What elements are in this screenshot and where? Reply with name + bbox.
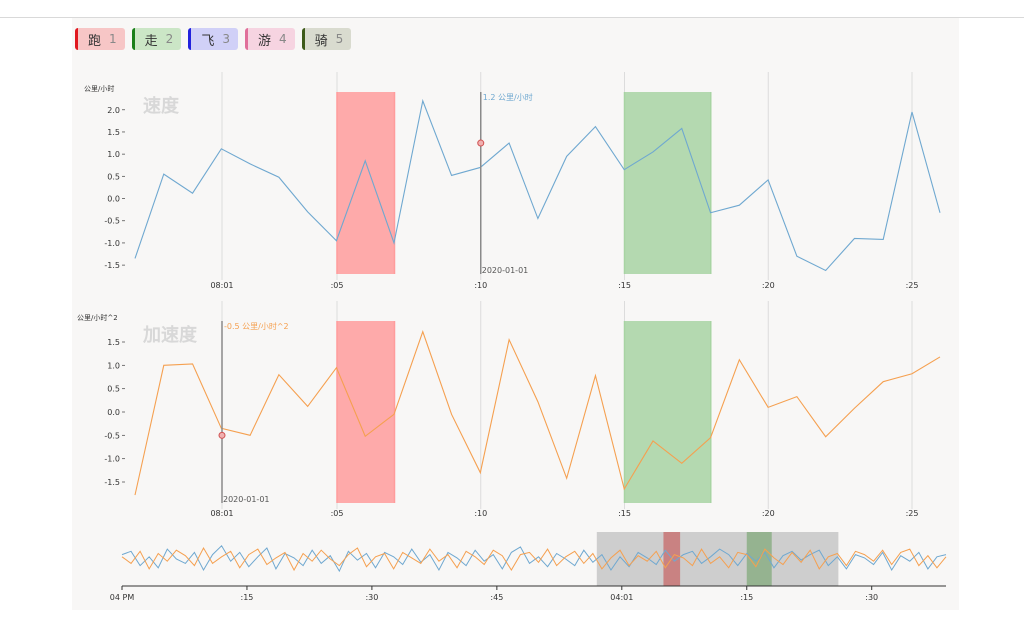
y-tick-label: 0.0 (107, 408, 120, 417)
x-tick-label: :10 (474, 281, 487, 290)
x-tick-label: :05 (331, 509, 344, 518)
x-tick-label: 08:01 (210, 281, 233, 290)
y-tick-label: -1.5 (104, 261, 120, 270)
chart-title: 加速度 (142, 324, 198, 346)
x-tick-label: :25 (906, 281, 919, 290)
highlight-band (624, 92, 711, 274)
y-tick-label: 2.0 (107, 106, 120, 115)
overview-x-tick-label: :15 (740, 593, 753, 602)
y-tick-label: 1.0 (107, 150, 120, 159)
cursor-point (218, 431, 226, 439)
x-tick-label: :25 (906, 509, 919, 518)
legend-label: 飞 (201, 33, 215, 49)
y-tick-label: 0.5 (107, 385, 120, 394)
y-tick-label: 1.0 (107, 361, 120, 370)
y-tick-label: 0.5 (107, 172, 120, 181)
cursor-value-label: -0.5 公里/小时^2 (224, 321, 289, 331)
series-line (134, 330, 941, 496)
chart-panel (72, 18, 959, 610)
x-tick-label: :10 (474, 509, 487, 518)
highlight-band (337, 321, 395, 503)
overview-x-tick-label: 04 PM (110, 593, 135, 602)
cursor-value-label: 1.2 公里/小时 (483, 92, 533, 102)
legend-number: 2 (165, 32, 174, 46)
cursor-point (477, 139, 485, 147)
legend-label: 跑 (88, 33, 102, 49)
y-tick-label: -1.5 (104, 478, 120, 487)
legend-label: 走 (144, 33, 158, 49)
cursor-date-label: 2020-01-01 (482, 266, 529, 275)
legend-item-ride[interactable]: 骑 5 (301, 28, 352, 50)
overview-x-tick-label: :15 (241, 593, 254, 602)
x-tick-label: :15 (618, 509, 631, 518)
y-tick-label: -0.5 (104, 431, 120, 440)
overview-x-tick-label: 04:01 (610, 593, 633, 602)
highlight-band (337, 92, 395, 274)
y-tick-label: -0.5 (104, 217, 120, 226)
x-tick-label: :15 (618, 281, 631, 290)
highlight-band (624, 321, 711, 503)
legend-number: 4 (278, 32, 287, 46)
x-tick-label: :20 (762, 281, 775, 290)
y-tick-label: -1.0 (104, 455, 120, 464)
y-tick-label: -1.0 (104, 239, 120, 248)
overview-series-line (121, 546, 947, 572)
legend-label: 骑 (314, 33, 328, 49)
y-axis-label: 公里/小时 (84, 84, 114, 93)
top-divider (0, 17, 1024, 18)
overview-x-tick-label: :45 (490, 593, 503, 602)
y-tick-label: 1.5 (107, 128, 120, 137)
legend-label: 游 (257, 33, 271, 49)
legend-number: 3 (222, 32, 230, 46)
y-tick-label: 1.5 (107, 338, 120, 347)
overview-x-tick-label: :30 (865, 593, 878, 602)
overview-series-line (121, 544, 947, 573)
x-tick-label: :20 (762, 509, 775, 518)
legend-number: 5 (335, 32, 344, 46)
cursor-date-label: 2020-01-01 (223, 495, 270, 504)
legend: 跑 1 走 2 飞 3 游 4 骑 5 (75, 28, 352, 50)
chart-title: 速度 (143, 95, 180, 117)
legend-item-run[interactable]: 跑 1 (75, 28, 125, 50)
legend-number: 1 (109, 32, 117, 46)
x-tick-label: 08:01 (210, 509, 233, 518)
legend-item-swim[interactable]: 游 4 (244, 28, 295, 50)
overview-x-tick-label: :30 (365, 593, 378, 602)
x-tick-label: :05 (331, 281, 344, 290)
legend-item-walk[interactable]: 走 2 (131, 28, 182, 50)
y-tick-label: 0.0 (107, 195, 120, 204)
series-line (134, 98, 941, 272)
legend-item-fly[interactable]: 飞 3 (188, 28, 238, 50)
overview-highlight (746, 532, 772, 586)
y-axis-label: 公里/小时^2 (77, 313, 118, 322)
